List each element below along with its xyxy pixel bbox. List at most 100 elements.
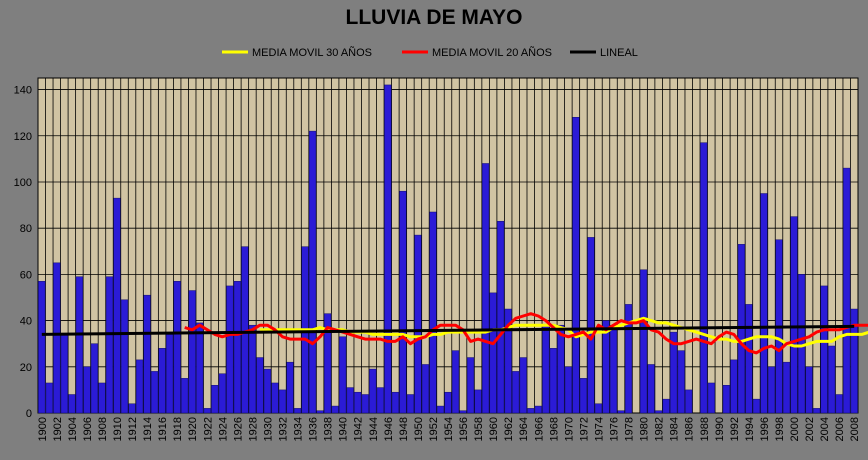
bar-1943 [361, 394, 369, 414]
bar-1962 [504, 308, 512, 414]
x-tick-label: 1956 [458, 417, 470, 441]
bar-1937 [316, 410, 324, 414]
bar-2008 [850, 308, 858, 414]
x-tick-label: 1920 [187, 417, 199, 441]
bar-1915 [150, 371, 159, 414]
bar-1941 [346, 387, 354, 414]
series-line-lineal [41, 324, 855, 336]
x-tick-label: 2008 [849, 417, 861, 441]
x-tick-label: 1936 [308, 417, 320, 441]
bar-1950 [414, 234, 422, 414]
x-tick-label: 1982 [654, 417, 666, 441]
x-tick-label: 1924 [217, 417, 229, 441]
bar-1923 [211, 385, 219, 414]
bar-1963 [512, 371, 520, 414]
bar-2000 [790, 216, 798, 414]
bar-1940 [339, 336, 347, 414]
bar-1983 [662, 398, 670, 414]
bar-1930 [263, 368, 272, 414]
bar-1996 [760, 193, 768, 414]
x-tick-label: 1986 [684, 417, 696, 441]
x-tick-label: 1942 [353, 417, 365, 441]
x-tick-label: 1932 [277, 417, 289, 441]
x-tick-label: 2006 [834, 417, 846, 441]
bar-1926 [233, 281, 241, 414]
x-tick-label: 1946 [383, 417, 395, 441]
x-tick-label: 1948 [398, 417, 410, 441]
bar-1964 [519, 357, 527, 414]
y-tick-label: 20 [20, 362, 32, 374]
bar-1992 [730, 359, 738, 414]
bar-1947 [391, 391, 399, 414]
x-tick-label: 1968 [548, 417, 560, 441]
bar-1912 [128, 403, 136, 414]
y-tick-label: 40 [20, 316, 32, 328]
bar-1968 [549, 348, 557, 414]
bar-1900 [38, 281, 46, 414]
bar-1994 [745, 304, 753, 414]
bar-1981 [647, 364, 655, 414]
x-tick-label: 1978 [624, 417, 636, 441]
x-tick-label: 1912 [127, 417, 139, 441]
bar-1986 [685, 389, 693, 414]
bar-1919 [181, 378, 189, 414]
bar-1951 [421, 364, 430, 414]
bar-2002 [805, 366, 813, 414]
x-tick-label: 1984 [669, 417, 681, 441]
bar-1942 [354, 391, 362, 414]
x-tick-label: 1996 [759, 417, 771, 441]
bar-1949 [406, 394, 414, 414]
x-tick-label: 1974 [593, 417, 605, 441]
bar-1907 [90, 343, 99, 414]
chart-title: LLUVIA DE MAYO [345, 6, 523, 29]
x-tick-label: 1908 [97, 417, 109, 441]
bar-1909 [105, 276, 114, 414]
bar-1902 [53, 262, 61, 414]
legend-label: MEDIA MOVIL 20 AÑOS [432, 46, 552, 59]
bar-1933 [286, 361, 294, 414]
x-tick-label: 1954 [443, 417, 455, 441]
x-tick-label: 1914 [142, 417, 154, 441]
x-tick-label: 1906 [82, 417, 94, 441]
bar-1931 [271, 382, 279, 414]
bar-1972 [579, 378, 588, 414]
bar-1977 [617, 410, 625, 414]
bar-1924 [218, 373, 226, 414]
y-tick-label: 140 [14, 85, 32, 97]
bar-1908 [98, 382, 106, 414]
bar-1955 [451, 350, 460, 414]
bar-1929 [256, 357, 264, 414]
bar-1982 [655, 410, 663, 414]
y-tick-label: 100 [14, 177, 32, 189]
bar-1999 [782, 361, 791, 414]
bar-1966 [534, 405, 542, 414]
x-tick-label: 1976 [609, 417, 621, 441]
bar-1928 [248, 324, 257, 414]
bar-2005 [828, 345, 836, 414]
y-tick-label: 0 [26, 408, 32, 420]
series-line-media-movil-20 [184, 312, 868, 355]
y-tick-label: 80 [20, 223, 32, 235]
bar-1984 [670, 331, 678, 414]
bar-1954 [444, 391, 452, 414]
x-tick-label: 1998 [774, 417, 786, 441]
x-tick-label: 1950 [413, 417, 425, 441]
bar-1961 [497, 220, 505, 414]
bar-1971 [572, 117, 580, 414]
x-tick-label: 1988 [699, 417, 711, 441]
bar-1913 [135, 359, 144, 414]
bar-1988 [700, 142, 708, 414]
bar-1995 [752, 398, 761, 414]
bar-1959 [482, 163, 490, 414]
bar-1980 [639, 269, 648, 414]
bar-1906 [83, 366, 91, 414]
bar-1997 [767, 366, 776, 414]
bar-1967 [542, 324, 550, 414]
x-tick-label: 1962 [503, 417, 515, 441]
x-tick-label: 1934 [293, 417, 305, 441]
x-tick-label: 1964 [518, 417, 530, 441]
bar-1957 [466, 357, 475, 414]
bar-1952 [429, 211, 437, 414]
bar-1938 [324, 313, 332, 414]
x-tick-label: 1970 [563, 417, 575, 441]
